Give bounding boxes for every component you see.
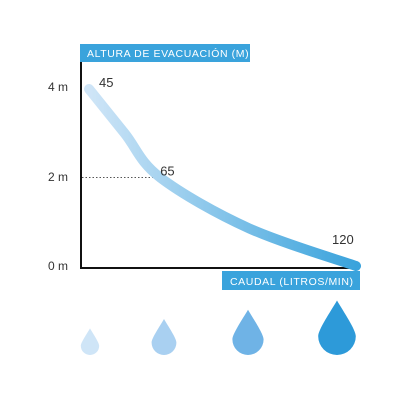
water-drop-icon-1 bbox=[80, 328, 100, 355]
water-drops-row bbox=[80, 300, 356, 355]
y-tick-label-4: 4 m bbox=[48, 80, 68, 94]
water-drop-icon-2 bbox=[151, 319, 177, 355]
y-axis-title-banner bbox=[80, 44, 250, 62]
water-drop-icon-3 bbox=[232, 309, 264, 355]
y-axis-title: ALTURA DE EVACUACIÓN (M) bbox=[80, 44, 250, 62]
series-line bbox=[84, 84, 361, 271]
y-tick-label-2: 2 m bbox=[48, 170, 68, 184]
water-drop-icon-4 bbox=[318, 300, 356, 355]
x-axis-title: CAUDAL (LITROS/MIN) bbox=[222, 271, 360, 290]
y-axis-title-text: ALTURA DE EVACUACIÓN (M) bbox=[87, 47, 249, 60]
data-label-65: 65 bbox=[160, 164, 174, 179]
data-label-45: 45 bbox=[99, 75, 113, 90]
x-axis-title-text: CAUDAL (LITROS/MIN) bbox=[230, 276, 354, 288]
data-label-120: 120 bbox=[332, 232, 354, 247]
y-tick-label-0: 0 m bbox=[48, 259, 68, 273]
x-axis-title-banner bbox=[222, 271, 360, 290]
